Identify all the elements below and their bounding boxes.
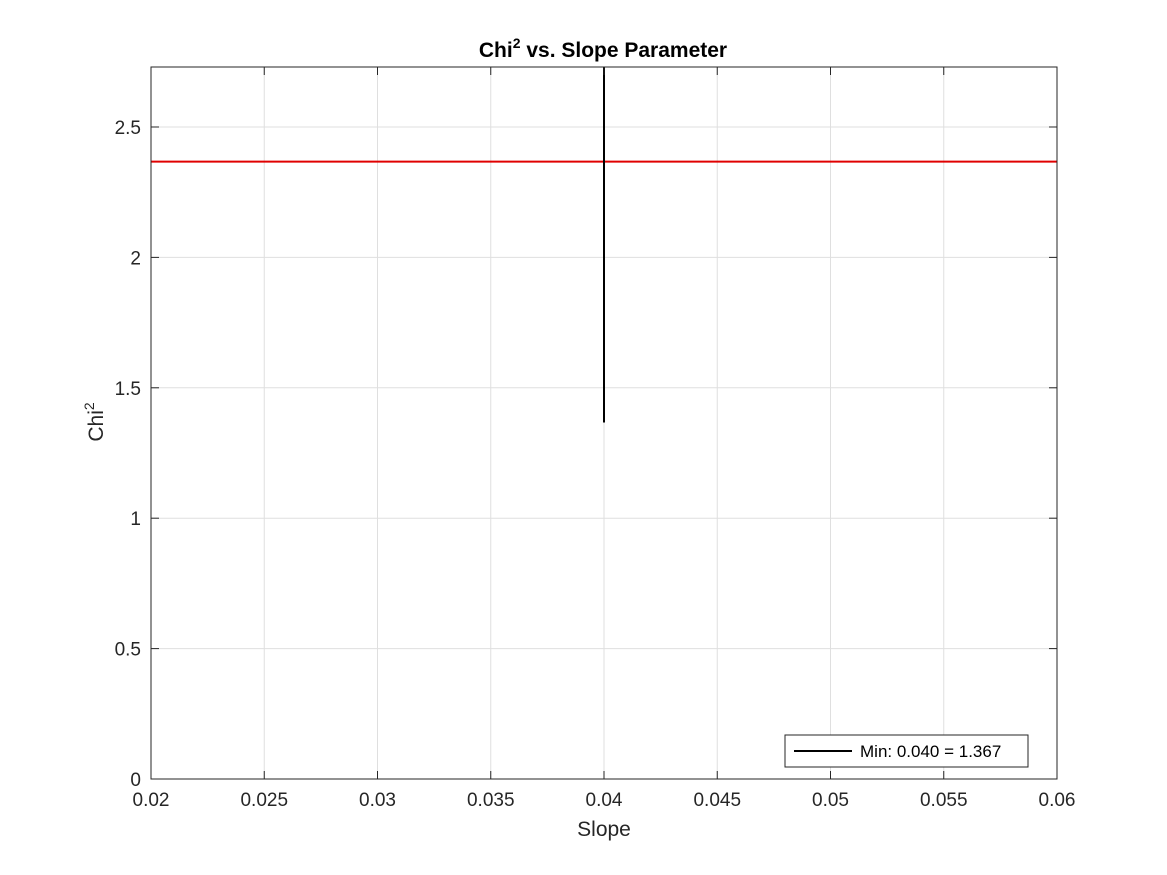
x-tick-label: 0.02 [133, 790, 170, 811]
x-tick-label: 0.025 [240, 790, 288, 811]
x-tick-label: 0.05 [812, 790, 849, 811]
tick-marks [150, 67, 1058, 780]
y-axis-label-base: Chi [85, 410, 108, 442]
legend-entry-label: Min: 0.040 = 1.367 [860, 742, 1001, 761]
y-tick-label: 0 [130, 770, 141, 791]
plot-area [150, 66, 1058, 780]
y-tick-label: 2 [130, 248, 141, 269]
chart-title-rest: vs. Slope Parameter [521, 39, 728, 62]
x-tick-label: 0.055 [920, 790, 968, 811]
x-tick-label: 0.045 [693, 790, 741, 811]
legend: Min: 0.040 = 1.367 [784, 734, 1029, 768]
y-axis-label-superscript: 2 [81, 402, 97, 410]
x-tick-label: 0.06 [1039, 790, 1076, 811]
chart-title-superscript: 2 [513, 35, 521, 51]
x-tick-labels: 0.02 0.025 0.03 0.035 0.04 0.045 0.05 0.055 0.06 [133, 790, 1076, 811]
y-tick-label: 1.5 [115, 379, 141, 400]
y-axis-label: Chi2 [81, 402, 108, 442]
x-tick-label: 0.04 [586, 790, 623, 811]
y-tick-label: 1 [130, 509, 141, 530]
x-tick-label: 0.035 [467, 790, 515, 811]
x-tick-label: 0.03 [359, 790, 396, 811]
y-tick-label: 0.5 [115, 640, 141, 661]
y-tick-labels: 0 0.5 1 1.5 2 2.5 [115, 118, 141, 791]
chart-title-base: Chi [479, 39, 513, 62]
x-axis-label: Slope [577, 818, 631, 841]
y-tick-label: 2.5 [115, 118, 141, 139]
chart-title: Chi2 vs. Slope Parameter [479, 35, 727, 62]
